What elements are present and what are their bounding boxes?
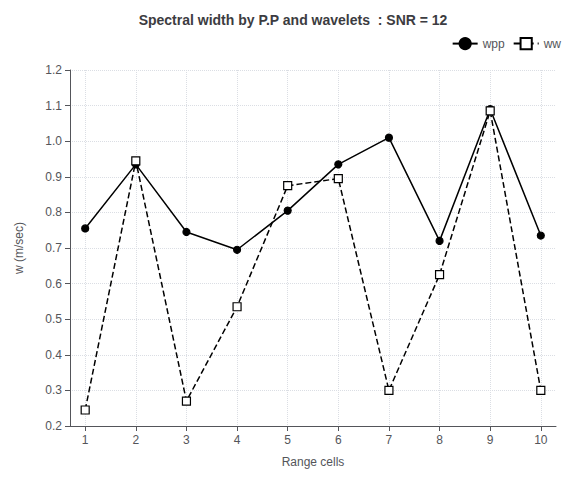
svg-text:w (m/sec): w (m/sec) — [12, 222, 26, 275]
svg-text:0.2: 0.2 — [45, 419, 62, 433]
svg-text:7: 7 — [386, 433, 393, 447]
svg-text:0.7: 0.7 — [45, 241, 62, 255]
svg-text:0.8: 0.8 — [45, 205, 62, 219]
svg-text:wpp: wpp — [482, 37, 505, 51]
svg-text:Range cells: Range cells — [282, 455, 345, 469]
svg-text:10: 10 — [534, 433, 548, 447]
svg-text:6: 6 — [335, 433, 342, 447]
svg-text:4: 4 — [234, 433, 241, 447]
svg-text:5: 5 — [284, 433, 291, 447]
svg-text:3: 3 — [183, 433, 190, 447]
svg-text:1.1: 1.1 — [45, 99, 62, 113]
svg-text:0.6: 0.6 — [45, 277, 62, 291]
svg-text:1: 1 — [82, 433, 89, 447]
svg-text:0.4: 0.4 — [45, 348, 62, 362]
svg-text:1.2: 1.2 — [45, 63, 62, 77]
svg-text:0.5: 0.5 — [45, 312, 62, 326]
svg-text:2: 2 — [132, 433, 139, 447]
svg-text:0.9: 0.9 — [45, 170, 62, 184]
svg-text:9: 9 — [487, 433, 494, 447]
svg-text:0.3: 0.3 — [45, 383, 62, 397]
svg-text:Spectral width by P.P and wave: Spectral width by P.P and wavelets : SNR… — [139, 12, 448, 28]
svg-text:1.0: 1.0 — [45, 134, 62, 148]
svg-text:ww: ww — [543, 37, 562, 51]
svg-text:8: 8 — [436, 433, 443, 447]
